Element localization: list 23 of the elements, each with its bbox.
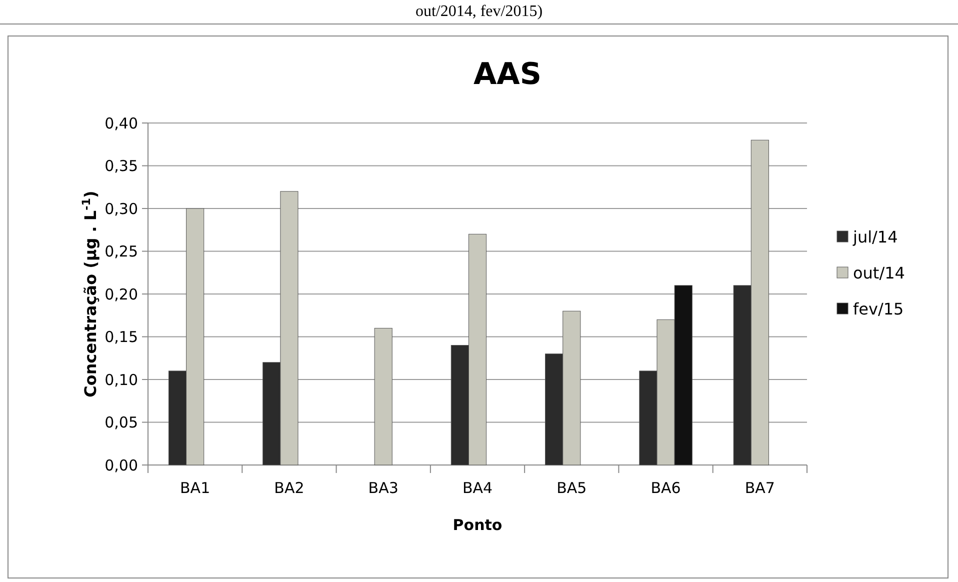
bar [374, 328, 392, 466]
y-tick-label: 0,20 [104, 285, 138, 304]
legend-label: out/14 [853, 264, 905, 283]
y-tick-label: 0,05 [104, 414, 138, 432]
y-tick-label: 0,00 [104, 456, 138, 474]
y-tick-label: 0,15 [104, 328, 138, 346]
x-tick-label: BA3 [368, 479, 398, 497]
y-tick-label: 0,25 [104, 242, 138, 260]
chart-title: AAS [473, 57, 542, 92]
text: out/2014, fev/2015) [415, 3, 543, 20]
y-tick-label: 0,35 [104, 157, 138, 175]
y-tick-label: 0,10 [104, 370, 138, 389]
legend-label: fev/15 [853, 300, 904, 319]
y-tick-label: 0,30 [104, 200, 138, 218]
legend-label: jul/14 [852, 228, 898, 247]
x-tick-label: BA2 [274, 479, 304, 497]
x-tick-label: BA4 [462, 479, 493, 497]
x-axis-title: Ponto [452, 516, 502, 534]
x-tick-label: BA7 [744, 479, 775, 497]
x-tick-label: BA1 [180, 479, 210, 497]
x-tick-label: BA6 [650, 479, 681, 497]
y-tick-label: 0,40 [104, 114, 138, 132]
x-tick-label: BA5 [556, 479, 587, 497]
